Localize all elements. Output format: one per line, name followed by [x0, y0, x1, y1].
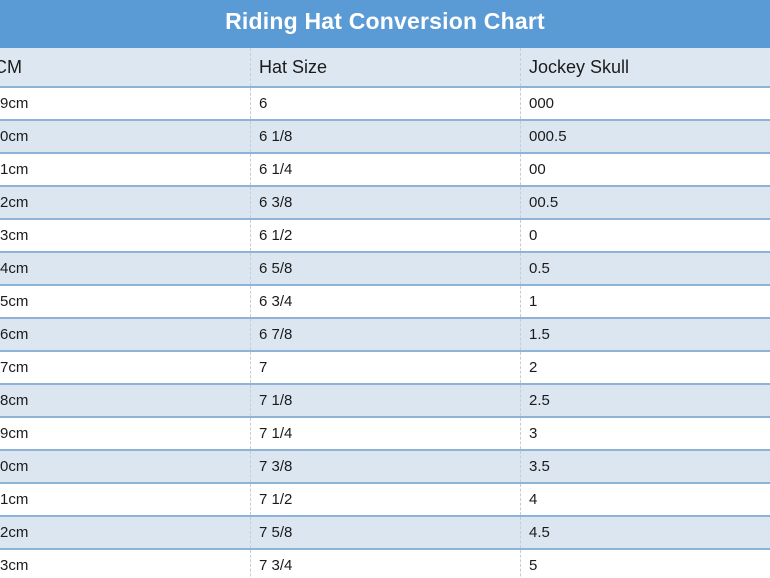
column-header-cm: CM [0, 48, 250, 86]
cell-hat-size: 7 3/8 [250, 451, 520, 482]
chart-title-bar: Riding Hat Conversion Chart [0, 0, 770, 48]
cell-jockey-skull: 2 [520, 352, 770, 383]
table-row: 4cm 6 5/8 0.5 [0, 253, 770, 286]
cell-hat-size: 7 1/4 [250, 418, 520, 449]
column-header-jockey-skull: Jockey Skull [520, 48, 770, 86]
table-row: 9cm 6 000 [0, 88, 770, 121]
table-row: 3cm 6 1/2 0 [0, 220, 770, 253]
cell-jockey-skull: 00.5 [520, 187, 770, 218]
table-row: 2cm 7 5/8 4.5 [0, 517, 770, 550]
table-row: 0cm 6 1/8 000.5 [0, 121, 770, 154]
cell-cm: 8cm [0, 392, 29, 409]
cell-hat-size: 6 3/4 [250, 286, 520, 317]
cell-jockey-skull: 0.5 [520, 253, 770, 284]
cell-cm: 4cm [0, 260, 29, 277]
cell-cm: 5cm [0, 293, 29, 310]
cell-hat-size: 6 3/8 [250, 187, 520, 218]
table-row: 5cm 6 3/4 1 [0, 286, 770, 319]
cell-cm: 1cm [0, 491, 29, 508]
cell-cm: 0cm [0, 128, 29, 145]
cell-hat-size: 6 5/8 [250, 253, 520, 284]
table-row: 1cm 6 1/4 00 [0, 154, 770, 187]
cell-cm: 3cm [0, 227, 29, 244]
table-row: 8cm 7 1/8 2.5 [0, 385, 770, 418]
page-title: Riding Hat Conversion Chart [225, 8, 545, 34]
table-row: 3cm 7 3/4 5 [0, 550, 770, 578]
cell-jockey-skull: 1 [520, 286, 770, 317]
cell-hat-size: 6 1/2 [250, 220, 520, 251]
cell-jockey-skull: 5 [520, 550, 770, 578]
table-row: 7cm 7 2 [0, 352, 770, 385]
table-body: 9cm 6 000 0cm 6 1/8 000.5 1cm 6 1/4 00 2cm 6 3/8 00… [0, 88, 770, 578]
cell-jockey-skull: 3 [520, 418, 770, 449]
cell-hat-size: 6 [250, 88, 520, 119]
cell-jockey-skull: 0 [520, 220, 770, 251]
cell-cm: 1cm [0, 161, 29, 178]
cell-hat-size: 6 1/4 [250, 154, 520, 185]
column-header-hat-size: Hat Size [250, 48, 520, 86]
cell-jockey-skull: 3.5 [520, 451, 770, 482]
cell-hat-size: 6 1/8 [250, 121, 520, 152]
cell-hat-size: 7 5/8 [250, 517, 520, 548]
table-row: 2cm 6 3/8 00.5 [0, 187, 770, 220]
cell-cm: 2cm [0, 194, 29, 211]
table-row: 9cm 7 1/4 3 [0, 418, 770, 451]
cell-jockey-skull: 000 [520, 88, 770, 119]
cell-jockey-skull: 00 [520, 154, 770, 185]
cell-hat-size: 6 7/8 [250, 319, 520, 350]
cell-cm: 7cm [0, 359, 29, 376]
cell-jockey-skull: 4 [520, 484, 770, 515]
cell-hat-size: 7 3/4 [250, 550, 520, 578]
cell-cm: 3cm [0, 557, 29, 574]
cell-cm: 9cm [0, 95, 29, 112]
table-header-row: CM Hat Size Jockey Skull [0, 48, 770, 88]
cell-cm: 9cm [0, 425, 29, 442]
cell-jockey-skull: 1.5 [520, 319, 770, 350]
cell-hat-size: 7 [250, 352, 520, 383]
table-row: 1cm 7 1/2 4 [0, 484, 770, 517]
column-header-cm-label: CM [0, 56, 22, 77]
cell-cm: 0cm [0, 458, 29, 475]
cell-jockey-skull: 000.5 [520, 121, 770, 152]
cell-hat-size: 7 1/2 [250, 484, 520, 515]
table-row: 6cm 6 7/8 1.5 [0, 319, 770, 352]
cell-cm: 2cm [0, 524, 29, 541]
table-row: 0cm 7 3/8 3.5 [0, 451, 770, 484]
cell-hat-size: 7 1/8 [250, 385, 520, 416]
cell-jockey-skull: 4.5 [520, 517, 770, 548]
cell-jockey-skull: 2.5 [520, 385, 770, 416]
cell-cm: 6cm [0, 326, 29, 343]
